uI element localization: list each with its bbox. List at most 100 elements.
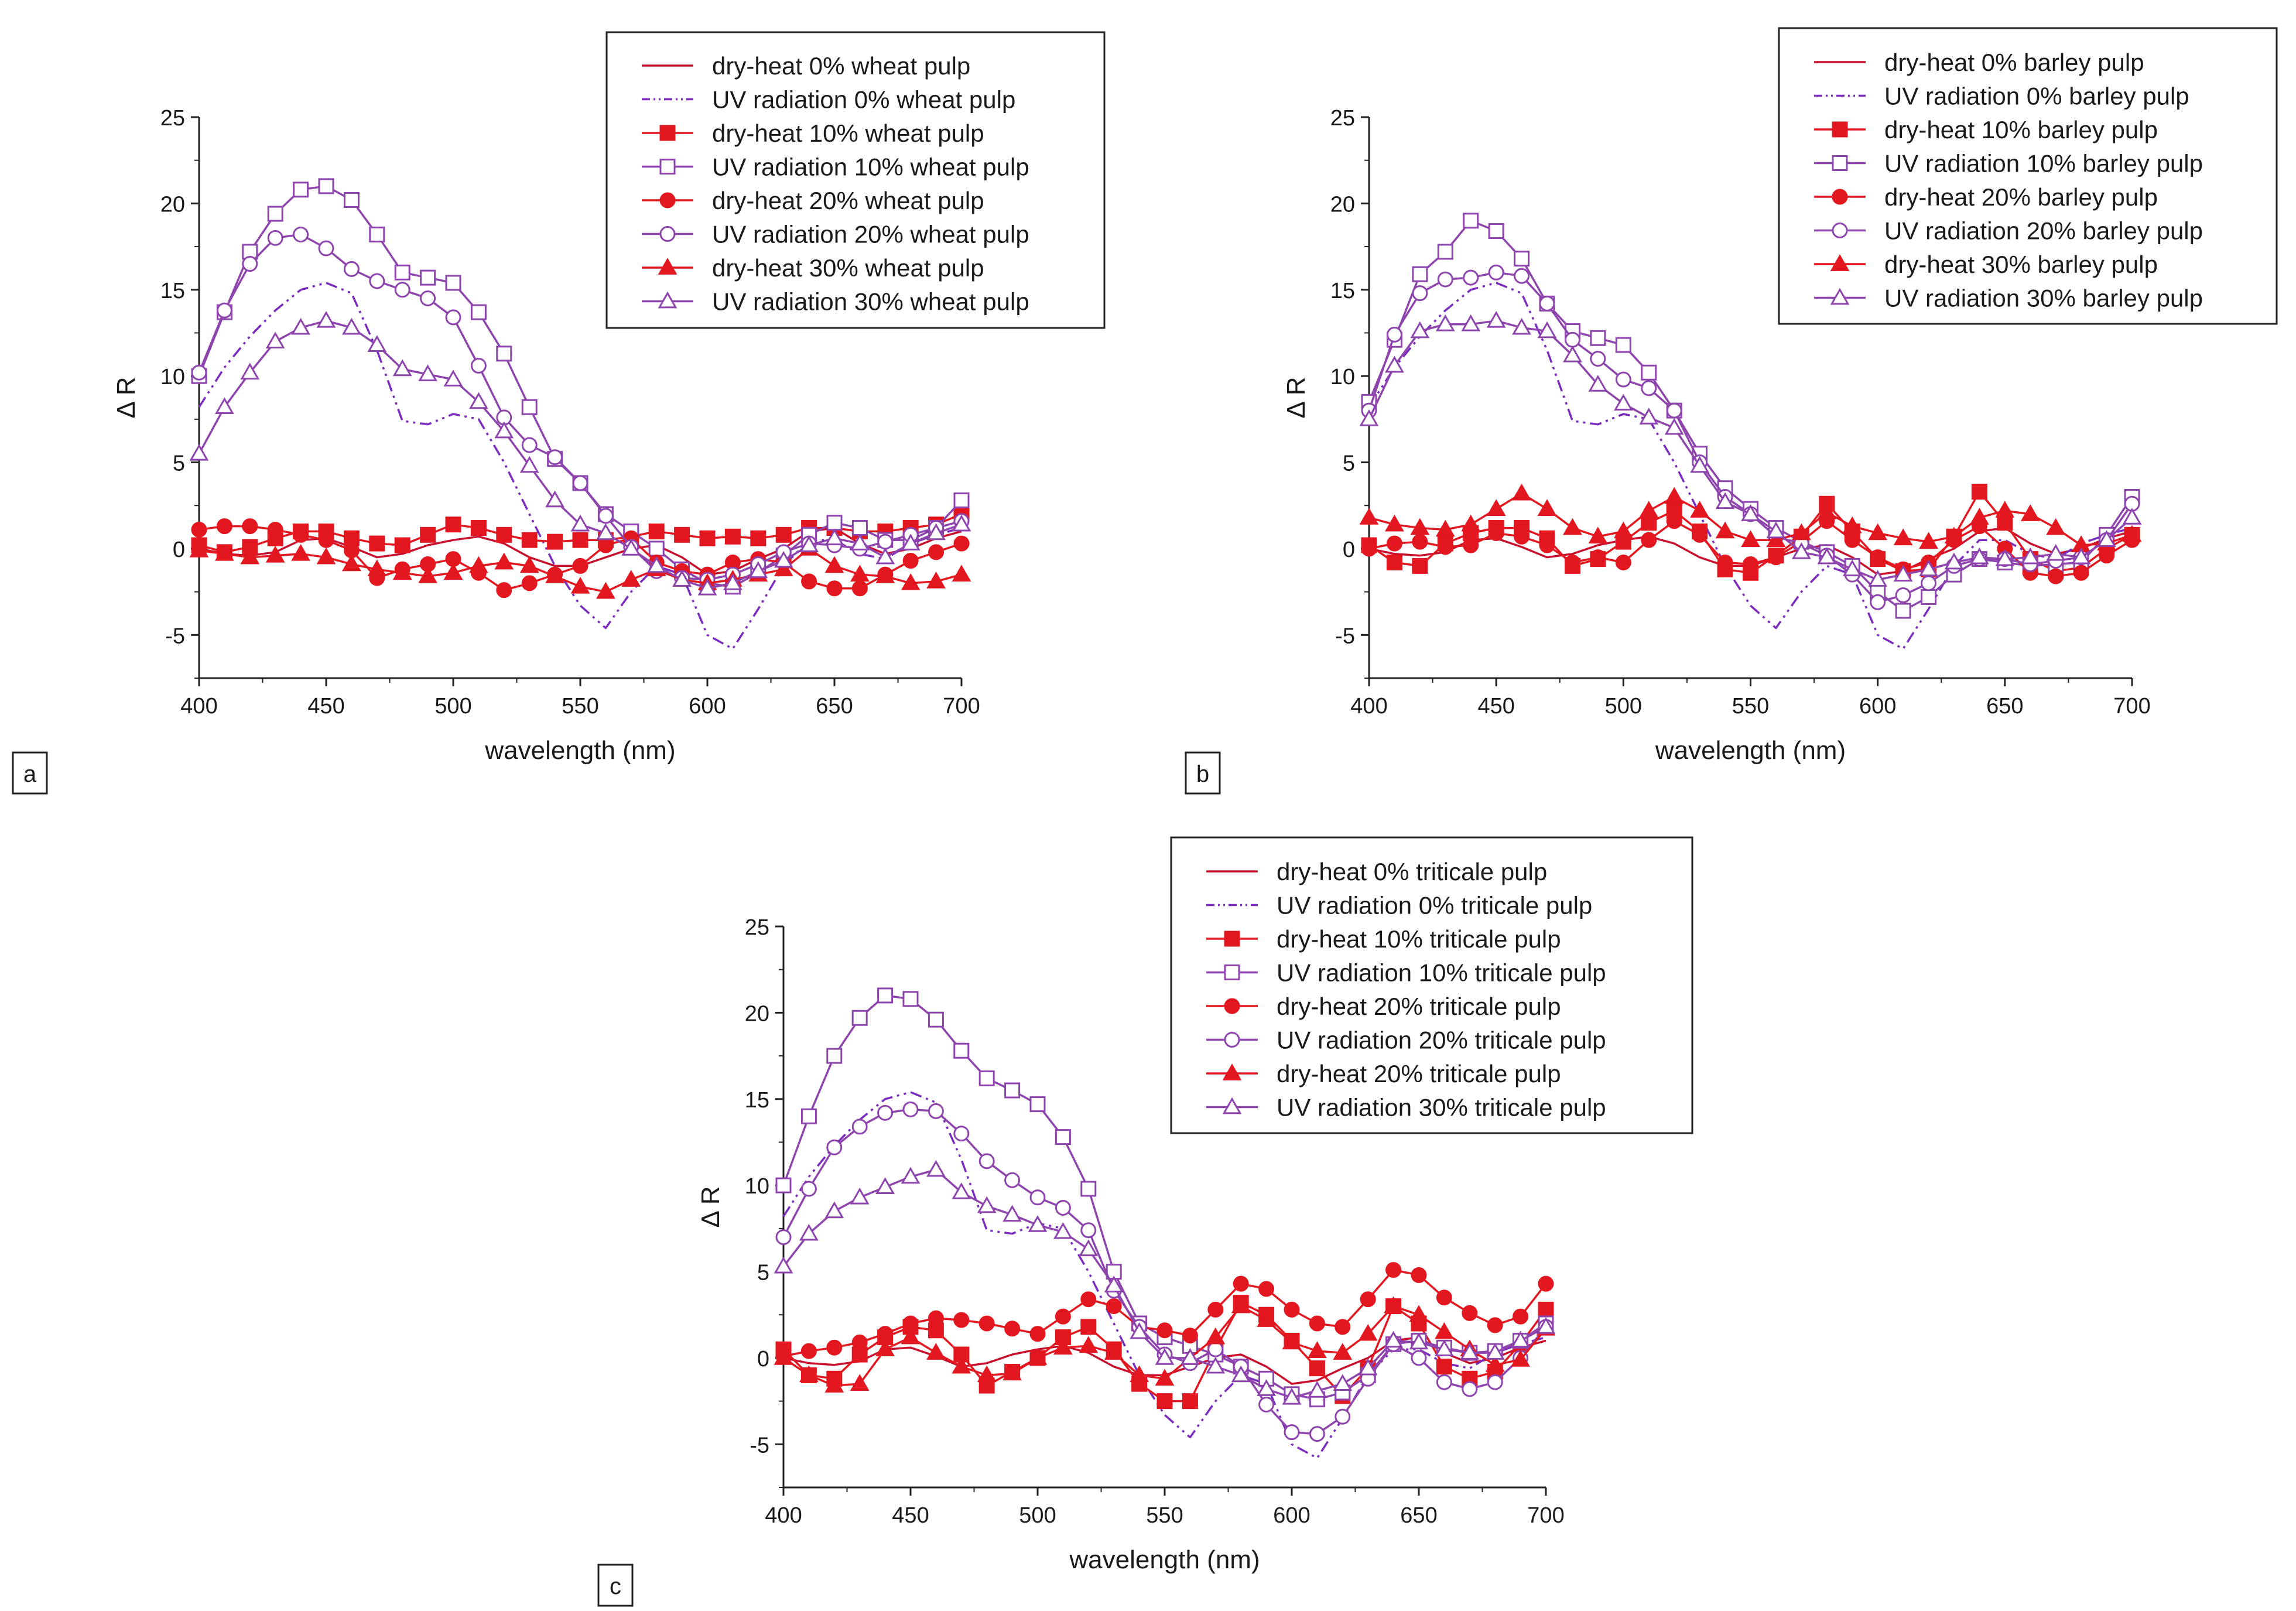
legend-label: UV radiation 10% triticale pulp [1277, 959, 1606, 987]
legend-marker [658, 291, 677, 309]
data-point [1485, 1343, 1505, 1360]
data-point [851, 580, 868, 597]
data-point [1893, 528, 1913, 546]
data-point [1055, 1199, 1071, 1216]
data-point [1715, 492, 1735, 509]
data-point [1385, 514, 1404, 532]
data-point [1538, 1301, 1554, 1318]
legend-box [605, 31, 1106, 329]
x-tick-label: 700 [1527, 1503, 1564, 1528]
data-point [901, 1167, 921, 1184]
data-point [672, 570, 692, 587]
data-point [1463, 269, 1479, 286]
data-point [1130, 1365, 1149, 1383]
data-point [2122, 525, 2142, 542]
y-tick-label: 5 [1343, 452, 1355, 476]
data-point [1333, 1374, 1353, 1391]
data-point [774, 550, 793, 568]
data-point [418, 566, 437, 583]
data-point [1537, 321, 1557, 338]
series-2 [1368, 282, 2133, 650]
data-point [851, 1334, 868, 1350]
data-point [1717, 555, 1733, 571]
legend-marker [1830, 254, 1850, 271]
data-point [265, 545, 285, 563]
data-point [1460, 1343, 1480, 1360]
data-point [775, 526, 792, 543]
data-point [596, 523, 615, 541]
data-point [799, 535, 819, 552]
data-point [496, 582, 512, 598]
x-tick-label: 650 [1986, 694, 2023, 719]
data-point [1514, 251, 1530, 267]
data-point [1997, 515, 2013, 531]
data-point [1944, 552, 1964, 570]
data-point [342, 554, 361, 572]
data-point [977, 1365, 997, 1383]
legend-item: dry-heat 10% barley pulp [1814, 116, 2158, 143]
legend: dry-heat 0% triticale pulp UV radiation 0… [1170, 836, 1693, 1134]
data-point [1436, 1374, 1452, 1390]
data-point [521, 532, 538, 548]
data-point [343, 261, 360, 277]
data-point [1641, 515, 1657, 531]
data-point [1359, 508, 1379, 525]
legend-item: dry-heat 10% triticale pulp [1206, 925, 1561, 953]
data-point [367, 335, 387, 352]
data-point [926, 1343, 946, 1360]
data-point [1358, 1323, 1378, 1341]
legend-marker [659, 192, 676, 208]
data-point [1921, 575, 1937, 591]
data-point [318, 532, 334, 548]
data-point [443, 563, 463, 580]
data-point [1435, 1322, 1454, 1339]
data-point [1309, 1426, 1325, 1442]
data-point [367, 559, 387, 577]
data-point [799, 1223, 819, 1241]
data-point [724, 528, 741, 545]
legend-label: UV radiation 20% barley pulp [1884, 217, 2203, 245]
data-point [952, 1182, 971, 1199]
x-tick-label: 600 [1273, 1503, 1310, 1528]
data-point [1106, 1298, 1122, 1314]
data-point [799, 1365, 819, 1383]
data-point [1028, 1348, 1048, 1365]
data-point [496, 346, 512, 362]
data-point [953, 1126, 970, 1142]
data-point [1641, 364, 1657, 381]
data-point [875, 1177, 895, 1194]
data-point [1537, 499, 1557, 516]
data-point [597, 537, 614, 553]
data-point [801, 573, 817, 590]
data-point [1182, 1393, 1198, 1410]
data-point [1053, 1338, 1073, 1355]
legend-marker [1222, 1063, 1242, 1080]
data-point [1333, 1343, 1353, 1360]
legend-label: UV radiation 10% barley pulp [1884, 150, 2203, 177]
data-point [1180, 1348, 1200, 1365]
data-point [851, 1119, 868, 1135]
data-point [1615, 337, 1631, 353]
data-point [901, 533, 921, 550]
data-point [1564, 555, 1580, 571]
data-point [1791, 542, 1811, 559]
series-8 [1359, 311, 2142, 587]
data-point [1511, 1330, 1530, 1348]
data-point [1588, 375, 1608, 392]
data-point [1766, 521, 1786, 539]
data-point [1104, 1343, 1124, 1360]
data-point [1664, 487, 1684, 504]
data-point [1461, 314, 1481, 331]
legend-marker [1832, 189, 1848, 205]
x-tick-label: 650 [1400, 1503, 1437, 1528]
data-point [1463, 213, 1479, 229]
y-tick-label: 20 [1330, 192, 1355, 217]
data-point [470, 357, 487, 374]
data-point [1666, 402, 1682, 419]
data-point [877, 1326, 894, 1342]
y-tick-label: 15 [1330, 279, 1355, 303]
legend-marker [1224, 964, 1240, 980]
data-point [1284, 1301, 1300, 1318]
data-point [316, 547, 336, 565]
data-point [1411, 1350, 1427, 1366]
